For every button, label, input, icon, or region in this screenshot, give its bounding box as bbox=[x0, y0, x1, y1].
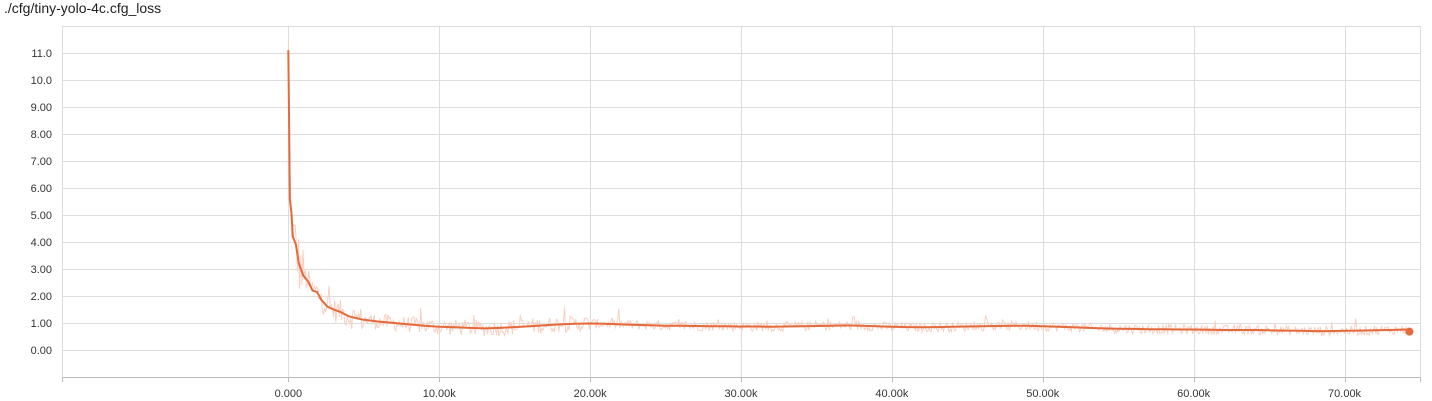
x-tick-label: 0.000 bbox=[275, 388, 303, 400]
x-tick-labels: 0.000 10.00k 20.00k 30.00k 40.00k 50.00k 60.00… bbox=[275, 388, 1362, 400]
endpoint-dot[interactable] bbox=[1405, 327, 1414, 336]
y-tick-label: 10.0 bbox=[31, 75, 52, 87]
x-tick-label: 30.00k bbox=[724, 388, 758, 400]
y-tick-label: 0.00 bbox=[31, 345, 52, 357]
y-tick-label: 2.00 bbox=[31, 291, 52, 303]
x-tick-label: 70.00k bbox=[1328, 388, 1362, 400]
x-tick-label: 40.00k bbox=[875, 388, 909, 400]
y-tick-label: 9.00 bbox=[31, 102, 52, 114]
smoothed-loss-line bbox=[287, 50, 1410, 333]
y-tick-label: 1.00 bbox=[31, 318, 52, 330]
smoothed-line-layer bbox=[287, 50, 1414, 336]
y-tick-label: 4.00 bbox=[31, 237, 52, 249]
chart-title: ./cfg/tiny-yolo-4c.cfg_loss bbox=[4, 0, 162, 16]
x-tick-label: 10.00k bbox=[423, 388, 457, 400]
x-tick-label: 20.00k bbox=[574, 388, 608, 400]
y-tick-label: 7.00 bbox=[31, 156, 52, 168]
y-tick-label: 5.00 bbox=[31, 210, 52, 222]
y-tick-labels: 0.00 1.00 2.00 3.00 4.00 5.00 6.00 7.00 8.00 9.00… bbox=[31, 48, 52, 357]
y-tick-label: 3.00 bbox=[31, 264, 52, 276]
y-tick-label: 11.0 bbox=[31, 48, 52, 60]
x-tick-label: 50.00k bbox=[1026, 388, 1060, 400]
x-tick-label: 60.00k bbox=[1177, 388, 1211, 400]
y-tick-label: 8.00 bbox=[31, 129, 52, 141]
y-tick-label: 6.00 bbox=[31, 183, 52, 195]
